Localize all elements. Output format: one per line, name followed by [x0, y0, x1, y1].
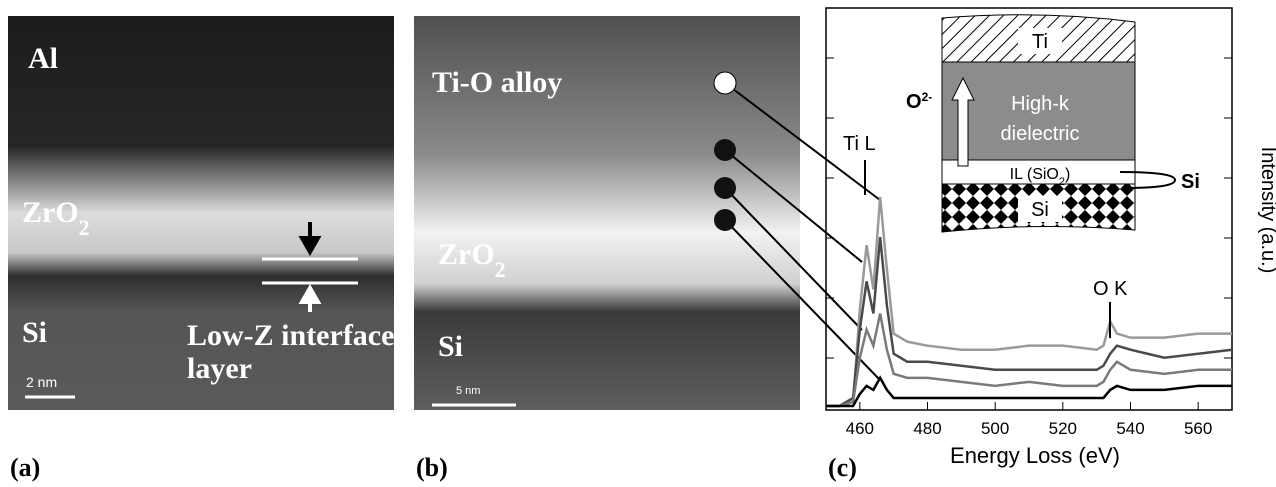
panel-label: (b)	[416, 453, 448, 482]
layer-name: High-k	[1011, 93, 1070, 115]
il-text: )	[1065, 166, 1070, 183]
probe-point	[714, 139, 736, 161]
x-tick-label: 540	[1116, 419, 1144, 438]
x-tick-label: 500	[981, 419, 1009, 438]
annotation: Low-Z interface	[187, 319, 394, 352]
layer-name: dielectric	[1001, 123, 1080, 145]
annotation: O K	[1093, 278, 1128, 300]
layer-name: Ti	[1032, 31, 1048, 53]
y-axis-title: Intensity (a.u.)	[1257, 147, 1276, 274]
layer-label: Si	[438, 330, 463, 363]
layer-name: Si	[1031, 199, 1049, 221]
inset-diagram: Ti High-k dielectric IL (SiO2) Si O2- Si	[906, 15, 1200, 232]
panel-label: (c)	[828, 453, 857, 482]
layer-label: Si	[22, 316, 47, 349]
x-tick-label: 560	[1184, 419, 1212, 438]
layer-label: Al	[28, 42, 58, 75]
label-sub: 2	[495, 257, 506, 282]
panel-label: (a)	[10, 453, 40, 482]
figure: Al ZrO2 Si Low-Z interface layer 2 nm (a…	[0, 0, 1276, 487]
x-tick-label: 460	[846, 419, 874, 438]
probe-point	[714, 177, 736, 199]
label-text: ZrO	[22, 196, 79, 229]
il-text: IL (SiO	[1010, 166, 1059, 183]
spectrum	[826, 314, 1232, 406]
x-tick-label: 520	[1049, 419, 1077, 438]
page: Al ZrO2 Si Low-Z interface layer 2 nm (a…	[0, 0, 1276, 487]
annotation: layer	[187, 352, 252, 385]
label-text: ZrO	[438, 238, 495, 271]
probe-point	[714, 72, 736, 94]
label-sub: 2	[79, 215, 90, 240]
x-axis-title: Energy Loss (eV)	[950, 443, 1120, 468]
annotation: Ti L	[843, 133, 876, 155]
ion-label: O2-	[906, 90, 932, 113]
side-label: Si	[1181, 171, 1200, 193]
ion-text: O	[906, 91, 922, 113]
scale-bar-label: 2 nm	[26, 374, 57, 390]
probe-point	[714, 209, 736, 231]
layer-label: Ti-O alloy	[432, 66, 562, 99]
ion-sup: 2-	[922, 90, 933, 104]
scale-bar-label: 5 nm	[456, 385, 480, 397]
x-tick-label: 480	[913, 419, 941, 438]
